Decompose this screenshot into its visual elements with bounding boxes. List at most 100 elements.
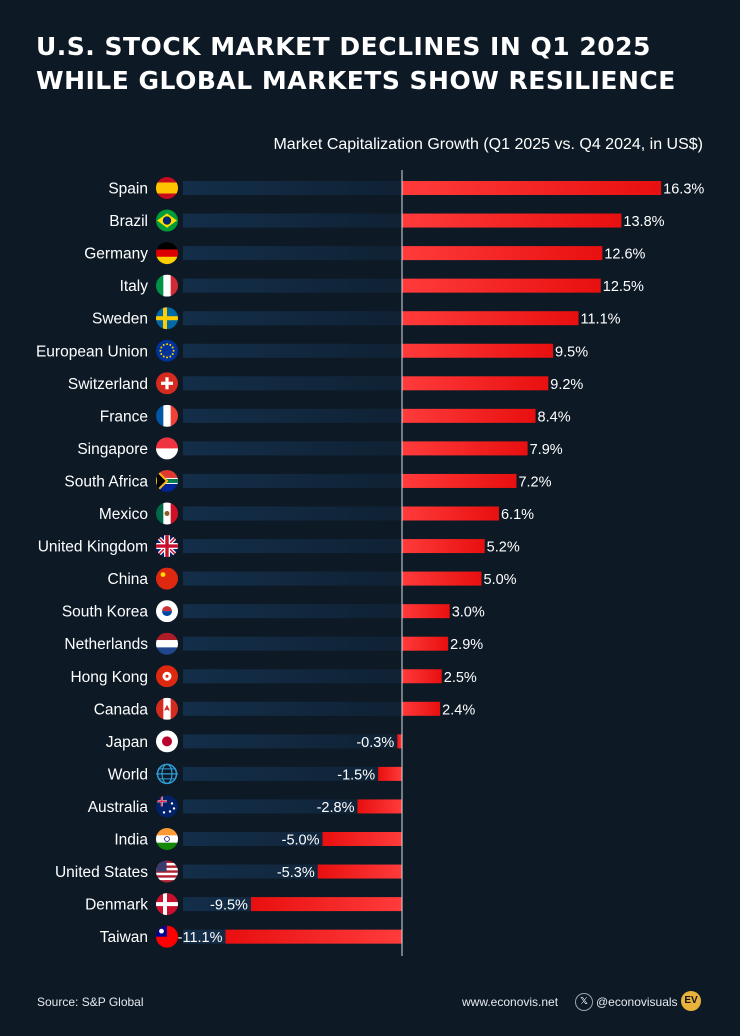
bar-row: Denmark -9.5% [85, 893, 402, 916]
bar-row: Sweden 11.1% [92, 307, 621, 330]
bar-track [183, 213, 402, 228]
data-label: 2.9% [450, 637, 483, 653]
data-bar [402, 311, 579, 326]
data-label: 13.8% [623, 214, 664, 230]
chart-subtitle: Market Capitalization Growth (Q1 2025 vs… [273, 136, 703, 153]
website-link[interactable]: www.econovis.net [462, 995, 559, 1009]
data-bar [402, 441, 528, 456]
eu-flag-icon [156, 339, 178, 362]
category-label: Singapore [77, 441, 148, 458]
category-label: Canada [94, 701, 149, 718]
south-africa-flag-icon [156, 469, 178, 492]
category-label: Spain [108, 181, 148, 198]
category-label: India [114, 832, 148, 849]
bar-track [183, 669, 402, 684]
data-bar [250, 897, 402, 912]
source-text: Source: S&P Global [37, 995, 144, 1009]
bar-row: India -5.0% [114, 828, 402, 850]
data-bar [402, 376, 549, 391]
south-korea-flag-icon [156, 600, 178, 623]
data-bar [402, 408, 536, 423]
canada-flag-icon [156, 697, 178, 720]
spain-flag-icon [156, 177, 178, 199]
data-label: -9.5% [210, 898, 248, 914]
netherlands-flag-icon [156, 632, 178, 655]
data-label: 12.5% [603, 279, 644, 295]
data-label: 9.5% [555, 344, 588, 360]
category-label: Taiwan [100, 929, 148, 946]
bar-row: Taiwan -11.1% [100, 925, 402, 948]
bar-track [183, 246, 402, 261]
data-label: 16.3% [663, 182, 704, 198]
data-bar [402, 213, 622, 228]
data-bar [402, 604, 450, 619]
category-label: Hong Kong [70, 669, 148, 686]
title-line-1: U.S. STOCK MARKET DECLINES IN Q1 2025 [36, 32, 651, 61]
data-bar [402, 506, 499, 521]
data-bar [402, 181, 662, 195]
category-label: Germany [84, 246, 148, 263]
bar-row: Singapore 7.9% [77, 437, 563, 460]
category-label: South Africa [64, 473, 148, 490]
bar-row: Germany 12.6% [84, 242, 646, 265]
data-bar [402, 669, 442, 684]
data-bar [225, 929, 402, 944]
data-label: 7.2% [518, 474, 551, 490]
hong-kong-flag-icon [156, 665, 178, 688]
data-label: 2.5% [444, 670, 477, 686]
india-flag-icon [156, 828, 178, 850]
bar-track [183, 376, 402, 391]
bar-track [183, 604, 402, 619]
data-bar [402, 701, 441, 716]
data-bar [397, 734, 402, 749]
data-bar [378, 766, 402, 781]
category-label: Sweden [92, 311, 148, 328]
x-logo-icon[interactable]: 𝕏 [575, 993, 593, 1011]
category-label: Italy [120, 278, 149, 295]
bar-row: Spain 16.3% [108, 177, 704, 199]
bar-track [183, 571, 402, 586]
data-label: 6.1% [501, 507, 534, 523]
globe-icon [156, 762, 178, 785]
sweden-flag-icon [156, 307, 178, 330]
bar-row: Mexico 6.1% [99, 502, 534, 525]
bar-track [183, 408, 402, 423]
bar-row: France 8.4% [100, 404, 571, 427]
taiwan-flag-icon [156, 925, 178, 948]
france-flag-icon [156, 404, 178, 427]
bar-row: Netherlands 2.9% [64, 632, 483, 655]
data-label: 8.4% [538, 409, 571, 425]
footer: Source: S&P Global www.econovis.net 𝕏 @e… [0, 990, 740, 1014]
category-label: United Kingdom [38, 539, 148, 556]
italy-flag-icon [156, 274, 178, 297]
data-label: 3.0% [452, 605, 485, 621]
data-label: 11.1% [580, 312, 620, 328]
category-label: European Union [36, 343, 148, 360]
usa-flag-icon [156, 860, 178, 883]
chart-title: U.S. STOCK MARKET DECLINES IN Q1 2025 WH… [36, 30, 716, 98]
bar-row: Italy 12.5% [120, 274, 644, 297]
bar-row: European Union 9.5% [36, 339, 588, 362]
data-label: -1.5% [337, 767, 375, 783]
bar-track [183, 473, 402, 488]
social-handle[interactable]: @econovisuals [596, 995, 678, 1009]
data-bar [402, 473, 517, 488]
data-label: 9.2% [550, 377, 583, 393]
econovis-logo-icon: EV [681, 991, 701, 1011]
data-bar [402, 343, 554, 358]
category-label: France [100, 408, 148, 425]
category-label: Netherlands [64, 636, 148, 653]
bar-track [183, 506, 402, 521]
bar-row: Canada 2.4% [94, 697, 475, 720]
bar-row: Australia -2.8% [88, 795, 402, 818]
australia-flag-icon [156, 795, 178, 818]
data-bar [402, 539, 485, 554]
brazil-flag-icon [156, 209, 178, 232]
bar-track [183, 734, 402, 749]
category-label: China [108, 571, 149, 588]
bar-track [183, 278, 402, 293]
data-bar [402, 246, 603, 261]
data-bar [357, 799, 402, 814]
category-label: World [108, 766, 148, 783]
